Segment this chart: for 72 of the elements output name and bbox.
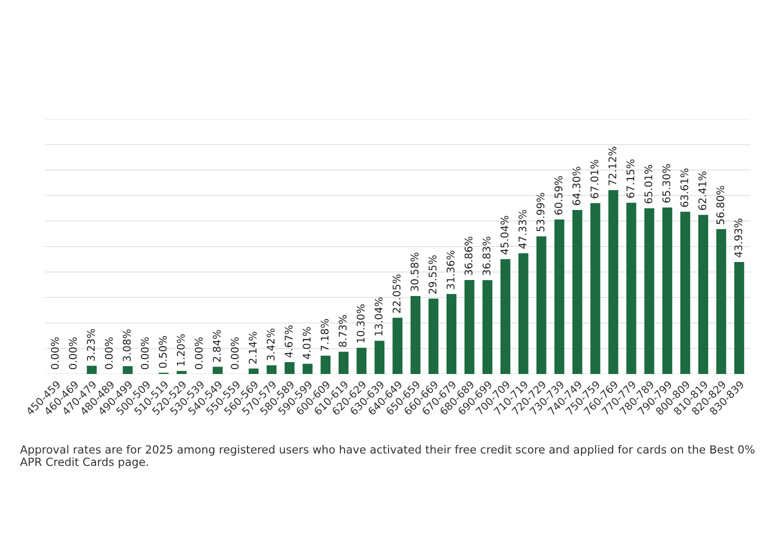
bar [374,340,384,374]
data-label: 2.14% [248,332,257,364]
data-label: 8.73% [338,315,347,347]
data-label: 4.01% [302,327,311,360]
bar [266,365,277,374]
bar [698,214,708,374]
data-label: 3.23% [86,329,95,361]
data-label: 3.08% [122,329,131,362]
data-label: 7.18% [320,319,329,351]
bar [662,207,672,374]
data-label: 0.00% [50,337,59,370]
bar [446,294,456,374]
bar [284,362,295,374]
bar [176,370,187,374]
text: Approval rates are for 2025 among registered users who have activated their free credit score and applied for cards on the Best 0% APR Credit Cards page. [20,445,754,468]
data-label: 31.36% [446,250,454,290]
data-label: 64.30% [572,166,580,206]
bar [302,364,313,374]
bar [320,356,331,374]
bar [86,366,97,374]
bar [518,253,528,374]
data-label: 67.01% [590,160,598,198]
data-label: 43.93% [734,218,742,258]
data-label: 0.00% [68,337,77,370]
data-label: 1.20% [176,334,185,366]
bar [410,296,420,374]
bar [428,298,438,374]
bar [536,236,546,374]
data-label: 29.55% [428,255,436,294]
data-label: 67.15% [626,159,634,198]
bar [248,368,259,374]
bar [482,280,492,374]
bar [356,348,366,374]
data-label: 22.05% [392,274,401,313]
data-label: 10.30% [356,304,365,342]
data-label: 60.59% [554,176,562,215]
data-label: 0.50% [158,336,167,368]
bar [716,229,726,374]
bar [212,366,223,374]
bar [392,318,402,374]
data-label: 45.04% [500,216,508,254]
data-label: 0.00% [104,337,113,370]
data-label: 0.00% [230,337,239,370]
data-label: 36.83% [482,236,490,276]
bar [626,202,636,374]
data-label: 2.84% [212,330,221,362]
data-label: 65.01% [644,164,652,204]
bar [122,366,133,374]
data-label: 72.12% [608,146,616,186]
data-label: 53.99% [536,193,544,232]
data-label: 56.80% [716,186,724,224]
data-label: 62.41% [698,172,706,210]
data-label: 30.58% [410,252,419,292]
bar [680,212,690,374]
bar [500,259,510,374]
data-label: 47.33% [518,210,526,249]
bar [608,190,618,374]
bar [590,203,600,374]
data-label: 3.42% [266,328,275,360]
data-label: 4.67% [284,325,293,358]
bar [554,219,564,374]
bar [644,208,654,374]
data-label: 13.04% [374,297,383,336]
data-label: 63.61% [680,168,688,207]
data-label: 65.30% [662,164,670,203]
data-label: 0.00% [194,337,203,370]
data-label: 0.00% [140,337,149,370]
bar [572,210,582,374]
data-label: 36.86% [464,236,472,276]
bar [464,280,474,374]
bar [338,352,348,374]
bar [734,262,744,374]
